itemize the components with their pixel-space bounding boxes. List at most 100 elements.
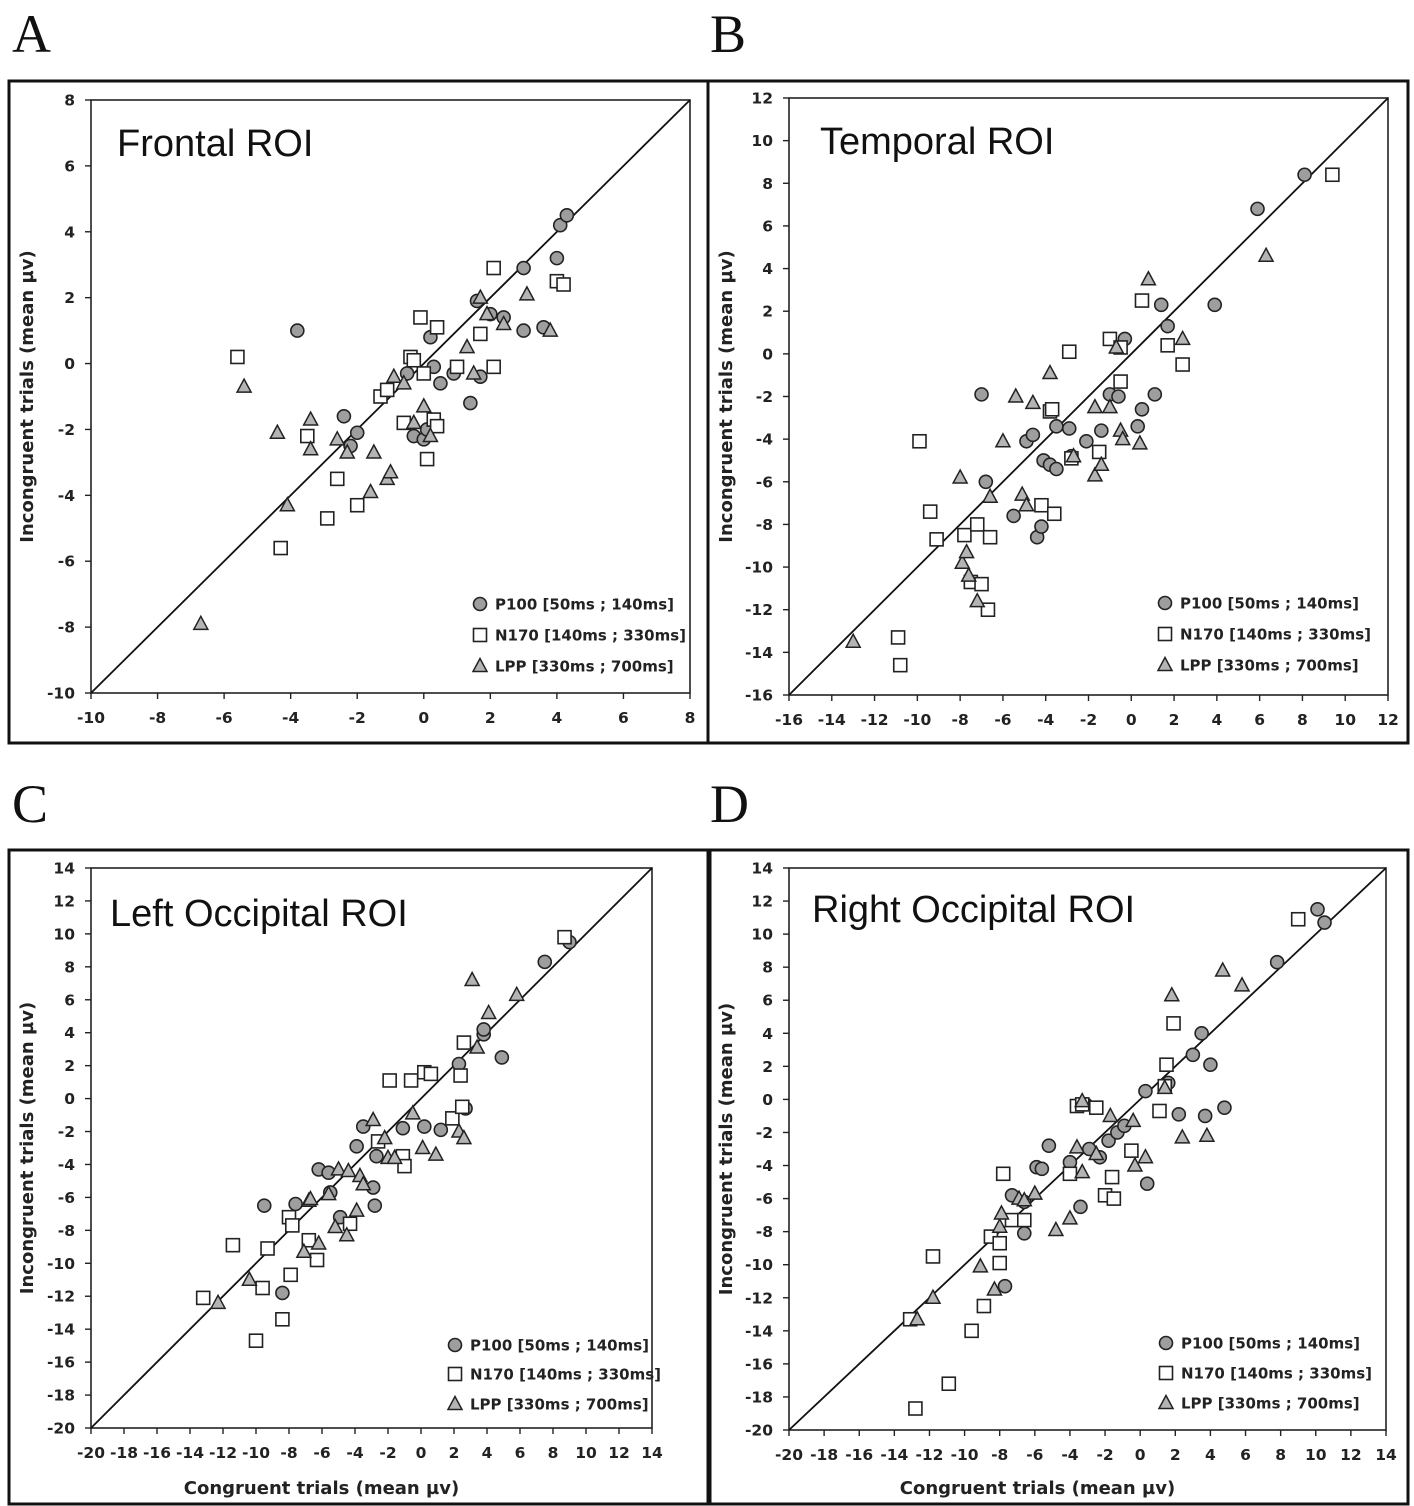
data-point-triangle	[1137, 1148, 1154, 1164]
x-tick-label: 8	[685, 709, 696, 727]
y-axis-title: Incongruent trials (mean µv)	[716, 1003, 737, 1295]
data-point-triangle	[422, 426, 439, 443]
data-point-circle	[494, 1050, 510, 1065]
data-point-square	[419, 451, 435, 467]
y-axis-title: Incongruent trials (mean µv)	[17, 250, 38, 542]
data-point-triangle	[1065, 447, 1082, 463]
data-point-circle	[1185, 1047, 1201, 1063]
data-point-triangle	[1068, 1138, 1086, 1154]
y-tick-label: 8	[762, 175, 773, 193]
data-point-square	[1104, 1169, 1120, 1185]
x-tick-label: 8	[1275, 1446, 1286, 1464]
data-point-circle	[1194, 1025, 1209, 1041]
data-point-triangle	[365, 443, 383, 459]
data-point-square	[283, 1267, 298, 1283]
x-tick-label: -16	[845, 1446, 873, 1464]
data-point-square	[454, 1099, 470, 1115]
x-tick-label: 2	[485, 709, 496, 727]
data-point-square	[1046, 506, 1062, 522]
data-point-circle	[1006, 508, 1021, 524]
legend-label: LPP [330ms ; 700ms]	[1180, 657, 1359, 675]
x-tick-label: -18	[110, 1444, 138, 1462]
data-point-circle	[516, 323, 531, 338]
legend-marker-triangle	[471, 656, 489, 673]
data-point-square	[382, 1073, 397, 1088]
data-point-triangle	[1174, 1128, 1191, 1144]
data-point-triangle	[993, 1204, 1010, 1220]
legend-label: N170 [140ms ; 330ms]	[470, 1366, 661, 1384]
y-tick-label: -12	[745, 601, 773, 619]
data-point-square	[230, 349, 245, 365]
data-point-circle	[1073, 1199, 1088, 1215]
data-point-circle	[349, 425, 365, 441]
panel-frame-d	[708, 848, 1410, 1506]
data-point-square	[969, 517, 985, 532]
legend-marker-square	[1157, 626, 1173, 642]
data-point-triangle	[1114, 430, 1131, 446]
data-point-square	[1152, 1103, 1167, 1119]
x-tick-label: -14	[176, 1444, 204, 1462]
data-point-triangle	[1086, 466, 1104, 482]
data-point-circle	[1079, 433, 1094, 449]
data-point-circle	[1134, 401, 1150, 417]
x-tick-label: 4	[1205, 1446, 1216, 1464]
y-tick-label: -6	[58, 553, 75, 571]
data-point-square	[1061, 344, 1077, 360]
data-point-circle	[1111, 389, 1126, 404]
y-tick-label: 4	[64, 1024, 75, 1042]
y-tick-label: 4	[762, 260, 773, 278]
y-tick-label: 12	[751, 893, 773, 911]
data-point-square	[1175, 357, 1190, 372]
data-point-triangle	[395, 374, 413, 390]
data-point-triangle	[354, 1175, 372, 1191]
y-tick-label: -8	[756, 1223, 773, 1241]
data-point-triangle	[1102, 1106, 1119, 1123]
panel-letter-c: C	[12, 774, 48, 834]
y-tick-label: -12	[47, 1288, 75, 1306]
y-tick-label: 6	[64, 991, 75, 1009]
data-point-triangle	[338, 443, 356, 459]
x-tick-label: -8	[149, 709, 166, 727]
y-tick-label: -10	[745, 1256, 773, 1274]
data-point-square	[406, 352, 422, 368]
y-tick-label: -6	[756, 473, 773, 491]
data-point-square	[284, 1218, 300, 1233]
data-point-square	[992, 1255, 1008, 1271]
data-point-circle	[516, 260, 531, 276]
y-tick-label: -6	[58, 1189, 75, 1207]
data-point-circle	[1297, 167, 1312, 183]
x-tick-label: 0	[418, 709, 429, 727]
x-tick-label: 2	[1170, 1446, 1181, 1464]
x-tick-label: 12	[1377, 711, 1399, 729]
data-point-square	[912, 433, 927, 449]
x-tick-label: 6	[1254, 711, 1265, 729]
data-point-square	[319, 511, 335, 526]
legend-marker-square	[447, 1366, 463, 1382]
data-point-circle	[1250, 201, 1265, 217]
data-point-triangle	[458, 338, 476, 354]
data-point-circle	[1025, 427, 1041, 443]
legend-marker-circle	[447, 1337, 463, 1353]
data-point-square	[982, 529, 998, 545]
data-point-triangle	[1041, 363, 1059, 380]
legend-marker-triangle	[446, 1394, 464, 1411]
x-tick-label: 0	[1126, 711, 1137, 729]
x-tick-label: 8	[1297, 711, 1308, 729]
data-point-square	[1016, 1212, 1032, 1228]
x-tick-label: 4	[551, 709, 562, 727]
data-point-triangle	[320, 1185, 337, 1201]
identity-line	[788, 97, 1389, 696]
data-point-triangle	[302, 1189, 319, 1206]
x-tick-label: -6	[313, 1444, 330, 1462]
legend-marker-square	[1158, 1365, 1174, 1381]
data-point-triangle	[1026, 1184, 1044, 1200]
y-tick-label: 8	[64, 958, 75, 976]
data-point-circle	[1061, 421, 1077, 436]
roi-title: Left Occipital ROI	[110, 893, 408, 935]
data-point-circle	[395, 1120, 411, 1136]
data-point-circle	[433, 376, 448, 391]
y-tick-label: 0	[762, 1091, 773, 1109]
data-point-circle	[433, 1122, 449, 1138]
x-tick-label: 4	[1211, 711, 1222, 729]
